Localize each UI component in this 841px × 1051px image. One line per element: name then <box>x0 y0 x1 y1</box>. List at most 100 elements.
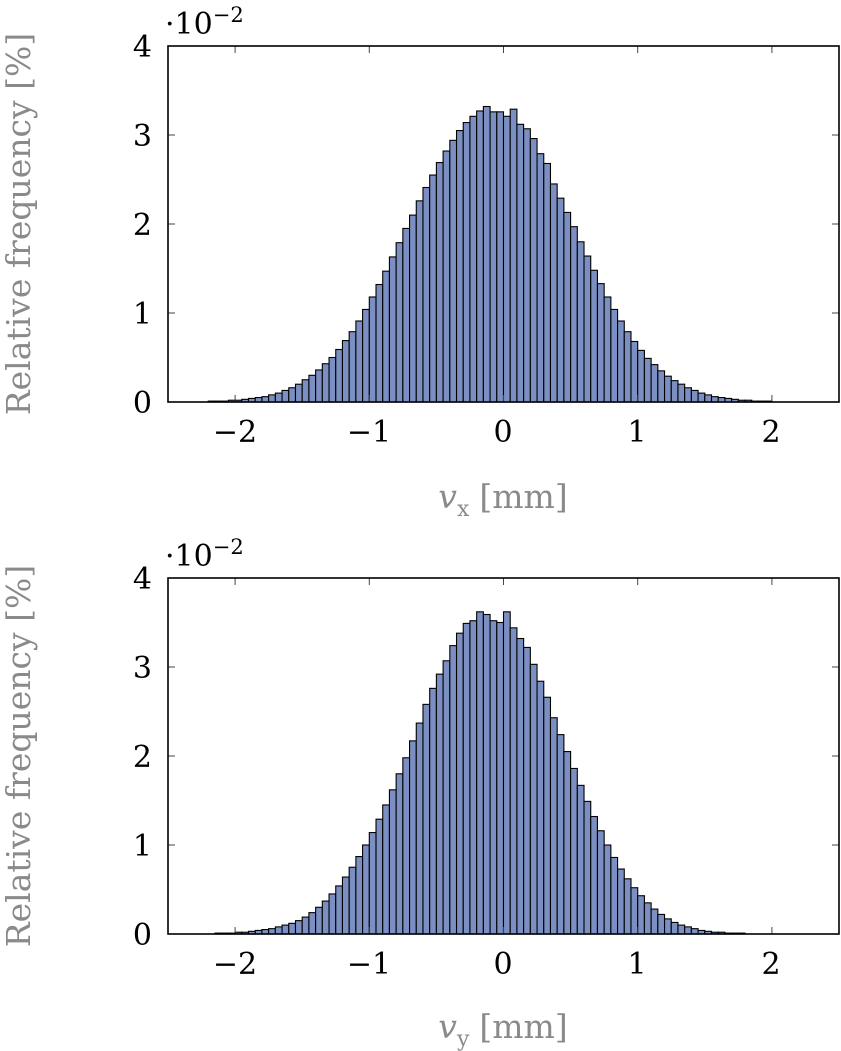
histogram-bar <box>576 784 585 935</box>
bars <box>207 105 773 403</box>
histogram-bar <box>637 895 645 935</box>
histogram-bar <box>650 908 659 935</box>
histogram-bar <box>684 387 692 403</box>
histogram-bar <box>670 380 679 403</box>
histogram-bar <box>462 121 471 403</box>
histogram-bar <box>261 396 270 403</box>
x-axis-variable: v <box>438 477 457 516</box>
histogram-bar <box>603 296 612 403</box>
histogram-bar <box>388 789 397 935</box>
histogram-bar <box>496 621 505 935</box>
y-tick-label: 0 <box>133 918 152 953</box>
y-scale-base: ·10 <box>165 7 213 42</box>
y-tick-label: 4 <box>133 30 152 65</box>
histogram-bar <box>375 283 384 403</box>
x-axis-variable: v <box>438 1007 457 1046</box>
histogram-bar <box>449 139 458 403</box>
histogram-bar <box>643 902 652 935</box>
histogram-bar <box>315 369 323 403</box>
x-tick-label: −1 <box>347 947 391 982</box>
histogram-bar <box>543 696 552 935</box>
x-tick-label: 2 <box>761 415 780 450</box>
histogram-bar <box>677 383 686 403</box>
plot-frame <box>167 577 840 935</box>
histogram-bar <box>482 613 491 935</box>
histogram-bar <box>623 331 632 403</box>
histogram-bar <box>368 296 377 403</box>
histogram-bar <box>301 916 310 935</box>
histogram-bar <box>288 387 297 403</box>
histogram-bar <box>643 357 652 403</box>
histogram-bar <box>415 722 424 935</box>
histogram-bar <box>509 627 518 935</box>
histogram-bar <box>274 926 283 935</box>
histogram-bar <box>362 844 370 935</box>
plot-frame <box>167 45 840 403</box>
histogram-bar <box>516 637 525 935</box>
histogram-bar <box>362 308 370 403</box>
histogram-bar <box>523 646 531 935</box>
histogram-bar <box>268 394 276 403</box>
histogram-bar <box>429 687 437 935</box>
histogram-bar <box>348 331 357 403</box>
histogram-bar <box>402 757 411 935</box>
histogram-bar <box>402 227 411 403</box>
histogram-bar <box>630 887 639 935</box>
histogram-bar <box>536 680 545 935</box>
histogram-bar <box>368 831 377 935</box>
histogram-bar <box>274 392 283 403</box>
histogram-bar <box>677 924 686 935</box>
x-tick-label: −2 <box>213 947 257 982</box>
x-axis-unit: [mm] <box>479 477 567 516</box>
y-scale-factor: ·10−2 <box>165 3 244 42</box>
histogram-bar <box>596 283 605 403</box>
y-scale-base: ·10 <box>165 539 213 574</box>
y-tick-label: 1 <box>133 829 152 864</box>
histogram-bar <box>603 844 612 935</box>
histogram-bar <box>617 320 625 403</box>
x-axis-subscript: x <box>457 497 470 522</box>
histogram-bar <box>657 370 666 403</box>
histogram-bar <box>435 673 444 935</box>
histogram-bar <box>650 364 659 403</box>
histogram-bar <box>690 928 699 935</box>
histogram-bar <box>335 885 344 935</box>
histogram-bar <box>415 200 424 403</box>
histogram-bar <box>670 921 679 935</box>
y-scale-exponent: −2 <box>213 3 244 27</box>
histogram-bar <box>341 876 350 935</box>
histogram-bar <box>268 928 276 935</box>
histogram-bar <box>429 174 437 403</box>
histogram-bar <box>476 611 484 935</box>
y-scale-factor: ·10−2 <box>165 535 244 574</box>
histogram-bar <box>469 115 478 403</box>
x-axis-subscript: y <box>456 1027 470 1051</box>
histogram-bar <box>462 622 471 935</box>
histogram-bar <box>563 750 572 935</box>
histogram-bar <box>395 242 404 403</box>
histogram-bar <box>449 645 458 935</box>
x-tick-label: 0 <box>493 415 512 450</box>
histogram-bar <box>382 804 390 935</box>
histogram-bar <box>710 396 719 403</box>
histogram-bar <box>583 800 592 935</box>
y-tick-label: 2 <box>133 740 152 775</box>
histogram-bar <box>281 924 290 935</box>
histogram-bar <box>388 256 397 403</box>
histogram-bar <box>590 269 598 403</box>
x-tick-label: −1 <box>347 415 391 450</box>
histogram-bar <box>570 226 578 403</box>
histogram-bar <box>697 392 706 403</box>
histogram-bar <box>529 663 538 935</box>
x-tick-label: 2 <box>761 947 780 982</box>
histogram-bar <box>355 320 364 403</box>
histogram-bar <box>663 918 672 935</box>
histogram-bar <box>556 734 565 935</box>
histogram-bar <box>288 922 297 935</box>
histogram-bar <box>563 211 572 403</box>
histogram-bar <box>294 920 303 935</box>
histogram-bar <box>328 356 337 403</box>
histogram-bar <box>409 740 417 935</box>
histogram-bar <box>489 111 498 403</box>
histogram-bar <box>355 856 364 935</box>
